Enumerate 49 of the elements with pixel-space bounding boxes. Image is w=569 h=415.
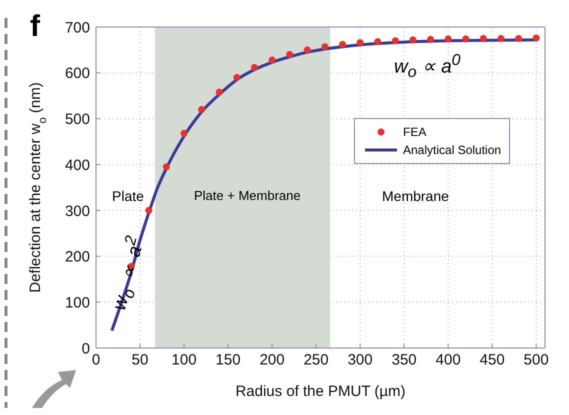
point: [321, 43, 328, 50]
point: [515, 34, 522, 42]
point: [304, 46, 311, 54]
x-tick-label: 50: [132, 352, 148, 369]
x-tick-label: 450: [480, 352, 505, 369]
point: [427, 36, 434, 43]
point: [145, 206, 152, 214]
point: [374, 38, 382, 46]
x-tick-label: 200: [260, 352, 285, 369]
point: [497, 34, 504, 42]
x-axis-title: Radius of the PMUT (µm): [235, 383, 406, 400]
y-tick-label: 700: [64, 19, 90, 36]
point: [392, 37, 399, 44]
y-tick-label: 100: [64, 294, 90, 312]
x-tick-label: 100: [172, 352, 197, 369]
y-tick-label: 200: [64, 248, 90, 266]
legend-label: Analytical Solution: [403, 143, 502, 157]
annotation: Plate: [112, 188, 144, 204]
point: [409, 36, 416, 44]
point: [286, 51, 294, 58]
point: [268, 56, 276, 64]
x-tick-label: 300: [348, 352, 373, 369]
point: [444, 35, 452, 42]
point: [162, 163, 170, 170]
y-tick-label: 500: [64, 111, 90, 128]
y-tick-label: 600: [64, 65, 90, 82]
point: [356, 39, 364, 46]
y-tick-label: 300: [64, 202, 90, 220]
point: [180, 130, 188, 137]
point: [250, 64, 258, 71]
x-tick-label: 400: [436, 352, 461, 369]
point: [339, 40, 346, 48]
text: f: [30, 10, 40, 44]
x-tick-label: 250: [304, 352, 329, 369]
point: [198, 106, 206, 114]
y-tick-label: 0: [82, 340, 90, 358]
x-tick-label: 350: [392, 352, 417, 369]
x-tick-label: 500: [524, 352, 549, 369]
annotation: Membrane: [382, 188, 449, 204]
point: [480, 34, 487, 42]
y-tick-label: 400: [64, 156, 90, 174]
point: [216, 88, 223, 96]
annotation: w$_{o}$ ∝ a$^{0}$: [394, 52, 460, 82]
legend-label: FEA: [403, 125, 426, 139]
point: [233, 74, 240, 81]
point: [532, 34, 540, 42]
annotation: Plate + Membrane: [194, 188, 301, 203]
x-tick-label: 150: [216, 352, 241, 369]
point: [462, 35, 470, 42]
